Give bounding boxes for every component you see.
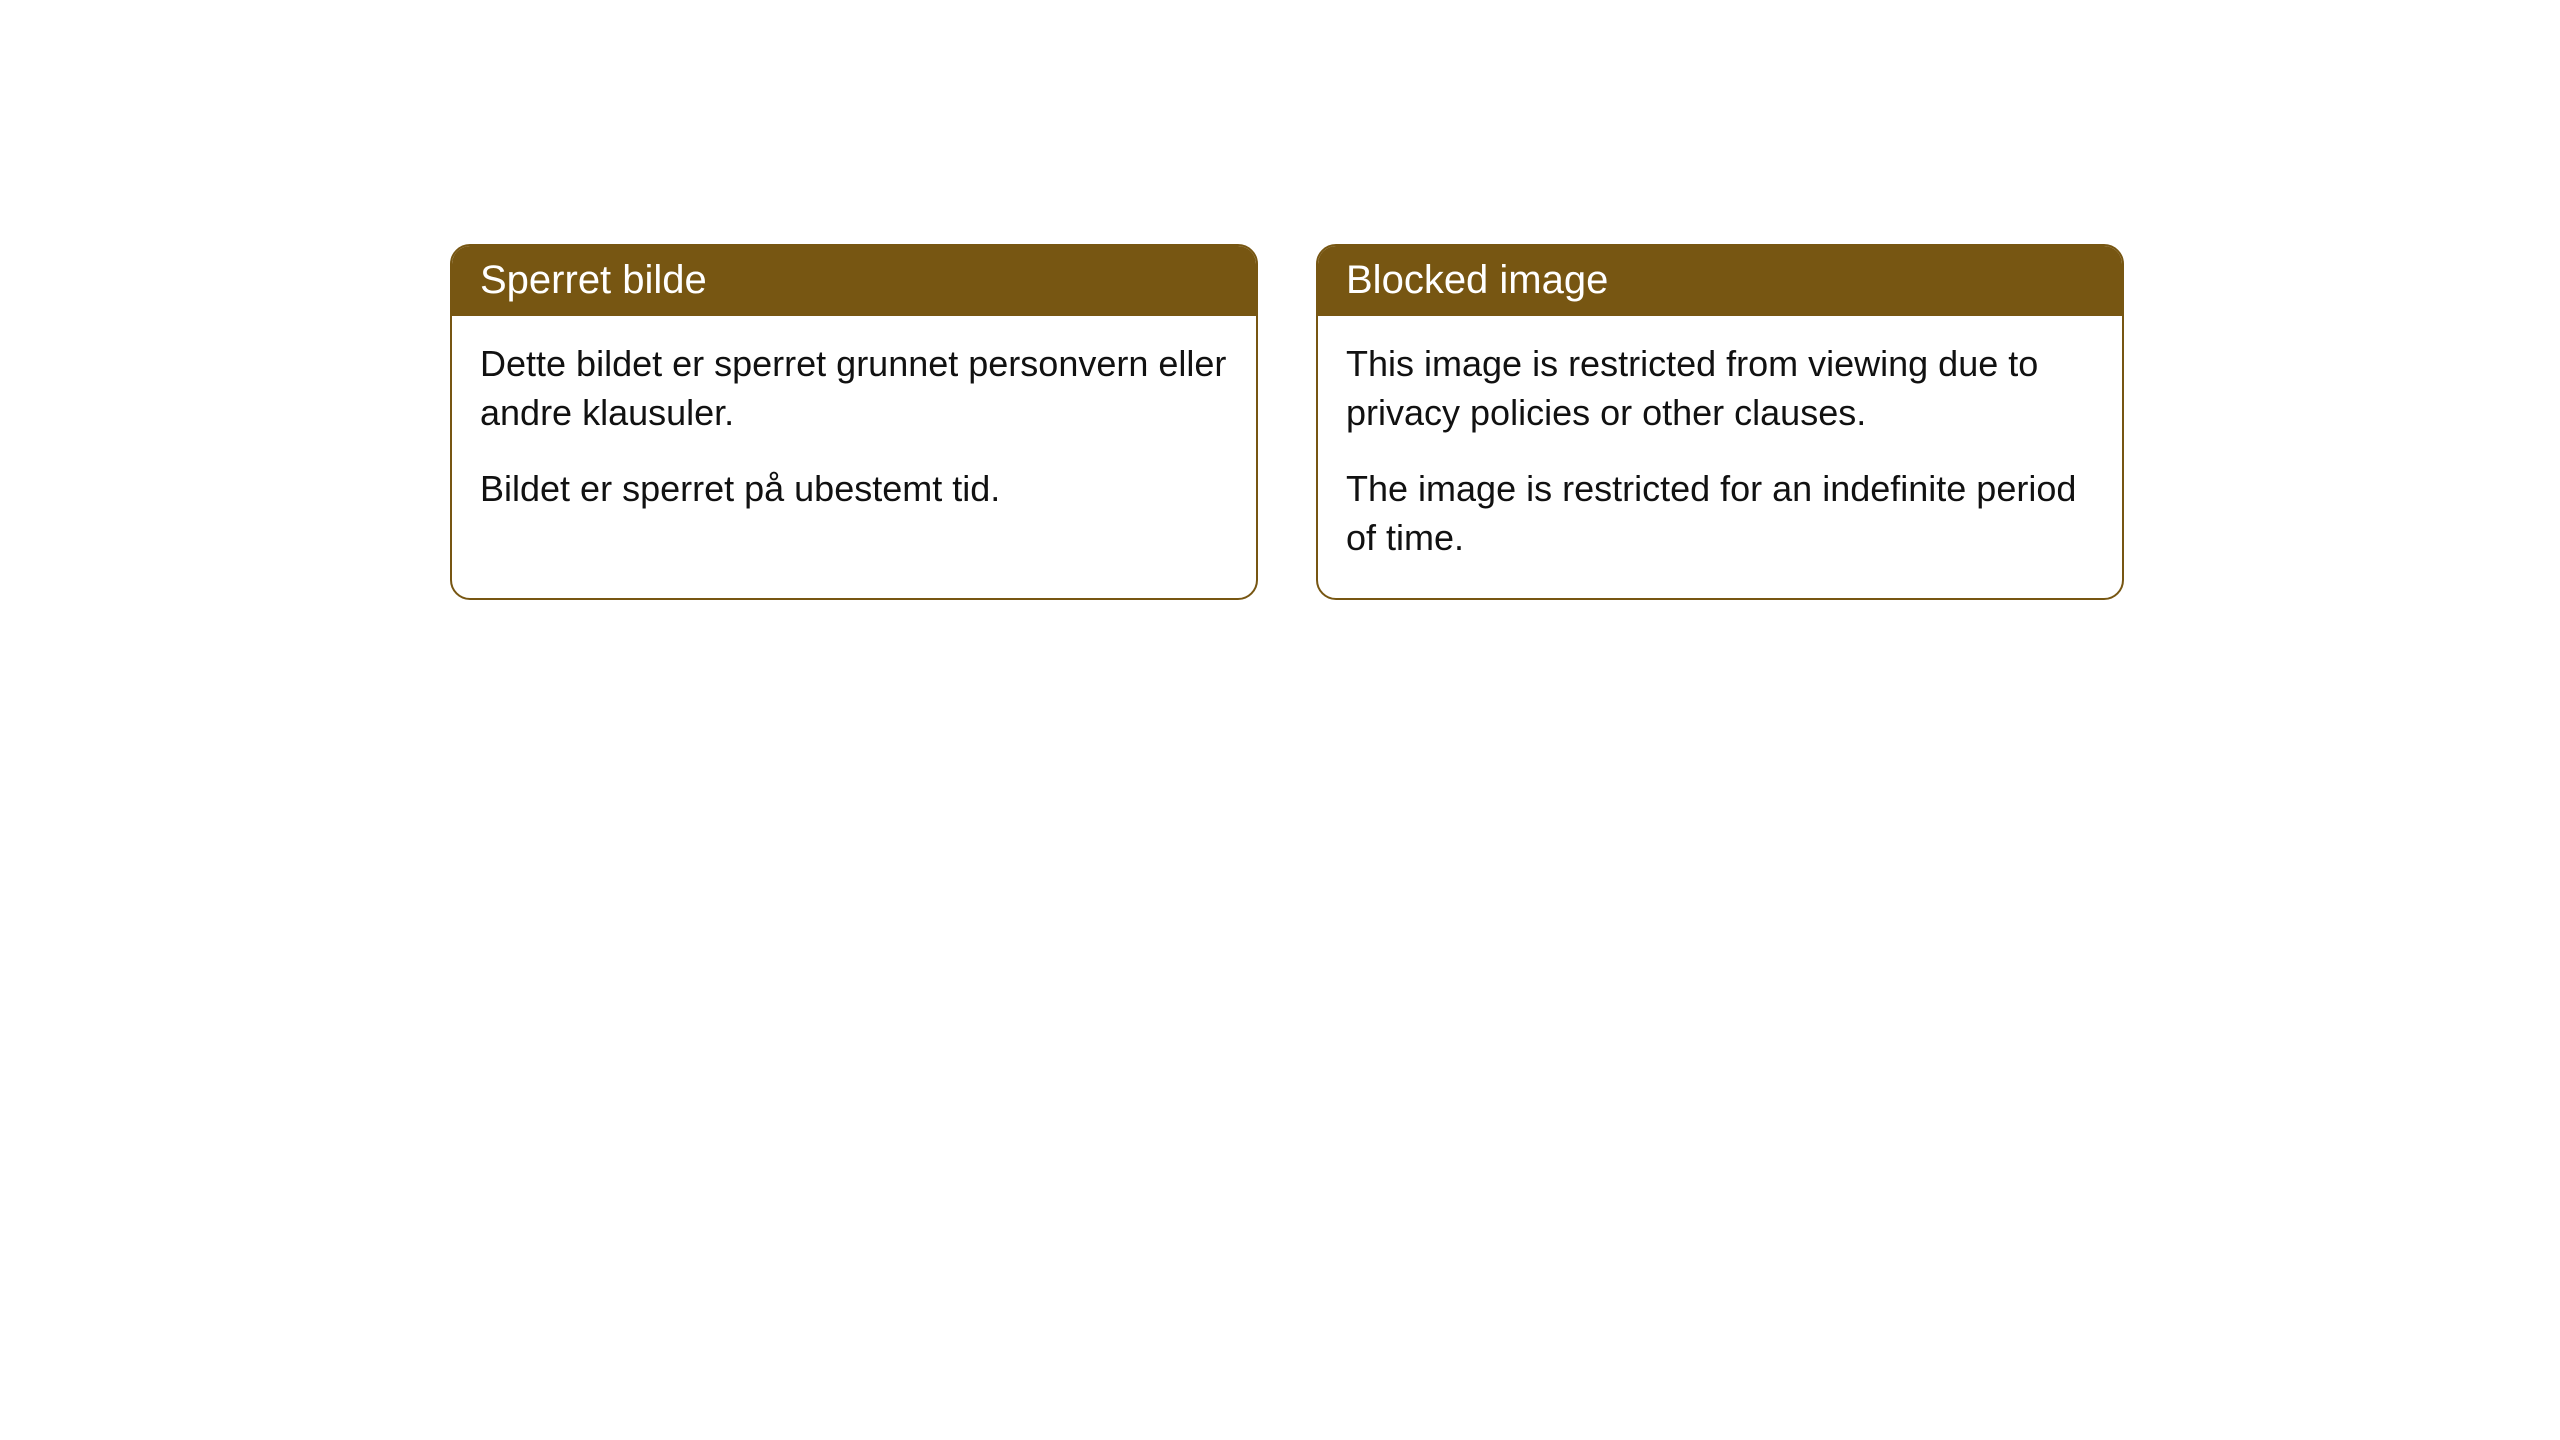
card-body: Dette bildet er sperret grunnet personve…: [452, 316, 1256, 550]
card-paragraph: The image is restricted for an indefinit…: [1346, 465, 2094, 562]
card-body: This image is restricted from viewing du…: [1318, 316, 2122, 598]
notice-cards-container: Sperret bilde Dette bildet er sperret gr…: [0, 0, 2560, 600]
card-paragraph: Bildet er sperret på ubestemt tid.: [480, 465, 1228, 514]
card-paragraph: Dette bildet er sperret grunnet personve…: [480, 340, 1228, 437]
notice-card-norwegian: Sperret bilde Dette bildet er sperret gr…: [450, 244, 1258, 600]
card-header: Blocked image: [1318, 246, 2122, 316]
notice-card-english: Blocked image This image is restricted f…: [1316, 244, 2124, 600]
card-header: Sperret bilde: [452, 246, 1256, 316]
card-paragraph: This image is restricted from viewing du…: [1346, 340, 2094, 437]
